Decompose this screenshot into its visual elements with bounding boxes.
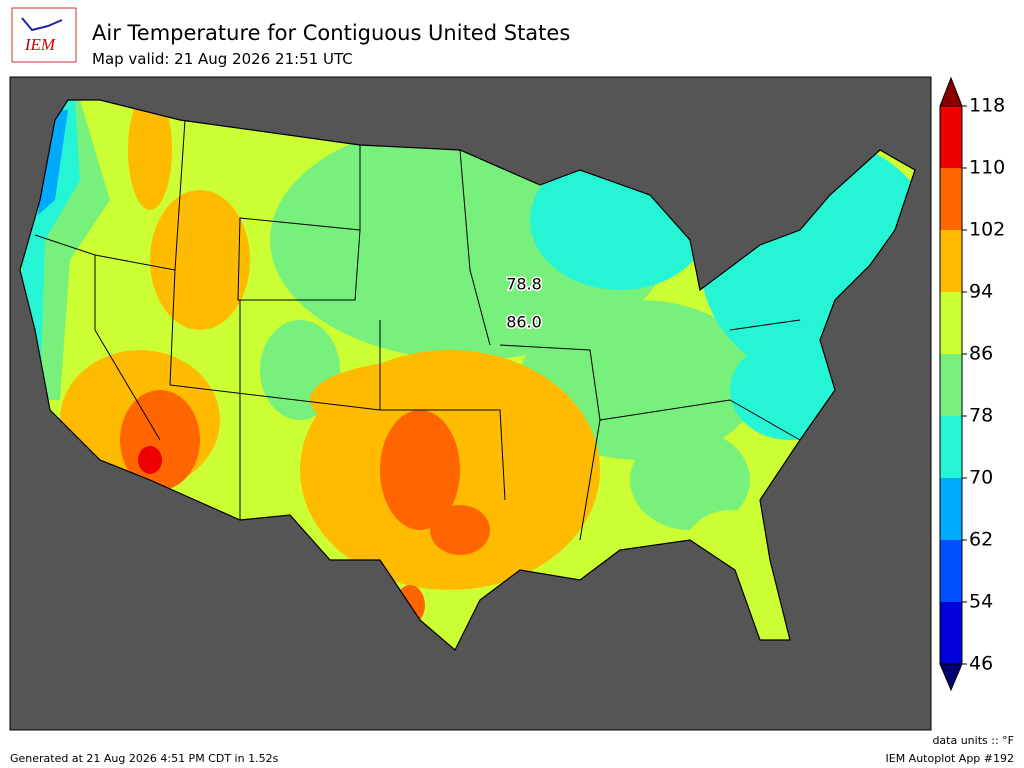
colorbar-frame: [939, 105, 963, 665]
colorbar-band: [940, 416, 962, 478]
units-label: data units :: °F: [932, 734, 1014, 747]
footer-left: Generated at 21 Aug 2026 4:51 PM CDT in …: [10, 752, 279, 765]
logo: IEM: [11, 7, 77, 63]
temperature-field: [20, 100, 915, 650]
colorbar-tick-label: 110: [969, 157, 1005, 179]
colorbar-tick-label: 118: [969, 95, 1005, 117]
colorbar-under: [939, 663, 963, 692]
logo-text: IEM: [24, 35, 56, 54]
colorbar-band: [940, 602, 962, 664]
colorbar-band: [940, 106, 962, 168]
colorbar-band: [940, 354, 962, 416]
subtitle: Map valid: 21 Aug 2026 21:51 UTC: [92, 50, 353, 68]
colorbar-tick-label: 54: [969, 591, 993, 613]
colorbar-band: [940, 292, 962, 354]
colorbar-band: [940, 478, 962, 540]
contour-label: 86.0: [506, 313, 542, 332]
colorbar: 46 54 62 70 78 86 94 102 110 118: [939, 76, 1005, 692]
colorbar-band: [940, 540, 962, 602]
colorbar-tick-label: 102: [969, 219, 1005, 241]
state-lines: [34, 119, 801, 541]
colorbar-tick-label: 62: [969, 529, 993, 551]
colorbar-tick-label: 78: [969, 405, 993, 427]
colorbar-tick-label: 86: [969, 343, 993, 365]
colorbar-band: [940, 230, 962, 292]
colorbar-tick-label: 70: [969, 467, 993, 489]
contour-label: 78.8: [506, 275, 542, 294]
colorbar-tick-label: 46: [969, 653, 993, 675]
map: 78.8 86.0: [9, 76, 932, 731]
title: Air Temperature for Contiguous United St…: [92, 21, 570, 45]
colorbar-tick-label: 94: [969, 281, 993, 303]
footer-right: IEM Autoplot App #192: [886, 752, 1015, 765]
colorbar-band: [940, 168, 962, 230]
colorbar-over: [939, 76, 963, 107]
